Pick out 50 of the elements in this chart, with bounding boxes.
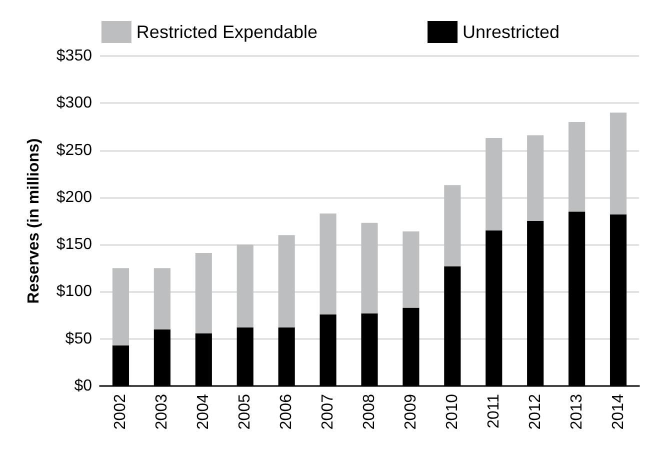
- bar: [320, 314, 336, 386]
- bar: [112, 268, 130, 346]
- bar: [236, 244, 254, 328]
- bar: [112, 345, 130, 386]
- bar: [402, 231, 420, 308]
- x-tick-label: 2011: [485, 394, 502, 428]
- legend-label: Unrestricted: [462, 22, 560, 42]
- x-tick-label: 2002: [112, 394, 130, 430]
- bar: [486, 138, 502, 230]
- y-tick-label: $300: [56, 94, 92, 112]
- bar: [154, 268, 170, 330]
- x-tick-label: 2006: [278, 394, 296, 430]
- x-tick-label: 2004: [195, 394, 212, 430]
- y-tick-label: $150: [56, 236, 92, 254]
- x-tick-label: 2008: [361, 394, 378, 430]
- x-tick-label: 2007: [320, 394, 337, 430]
- bar: [320, 213, 336, 314]
- bar: [486, 230, 502, 386]
- bar: [610, 214, 627, 386]
- bar: [568, 122, 586, 212]
- x-tick-label: 2012: [526, 394, 544, 430]
- bar: [278, 328, 295, 386]
- y-axis-title: Reserves (in millions): [26, 138, 42, 304]
- bar: [236, 328, 254, 386]
- bar: [527, 135, 544, 221]
- x-tick-label: 2010: [444, 394, 461, 430]
- bar: [444, 185, 461, 266]
- y-tick-label: $250: [56, 142, 92, 159]
- y-tick-label: $350: [56, 48, 92, 64]
- legend-label: Restricted Expendable: [136, 22, 318, 42]
- x-tick-label: 2009: [402, 394, 420, 430]
- bar: [402, 308, 420, 386]
- bar: [568, 212, 586, 386]
- x-tick-label: 2005: [236, 394, 254, 430]
- x-tick-label: 2003: [154, 394, 171, 430]
- bar: [195, 333, 212, 386]
- y-tick-label: $100: [56, 283, 92, 300]
- bar: [610, 112, 627, 214]
- y-tick-label: $0: [74, 378, 92, 394]
- x-tick-label: 2013: [568, 394, 586, 430]
- bar: [195, 253, 212, 334]
- bar: [361, 222, 378, 314]
- bar: [444, 266, 461, 386]
- x-tick-label: 2014: [610, 394, 627, 430]
- bar: [154, 329, 170, 386]
- bar: [361, 313, 378, 386]
- bar: [527, 221, 544, 386]
- y-tick-label: $50: [65, 330, 92, 348]
- bar: [278, 235, 295, 328]
- y-tick-label: $200: [56, 188, 92, 206]
